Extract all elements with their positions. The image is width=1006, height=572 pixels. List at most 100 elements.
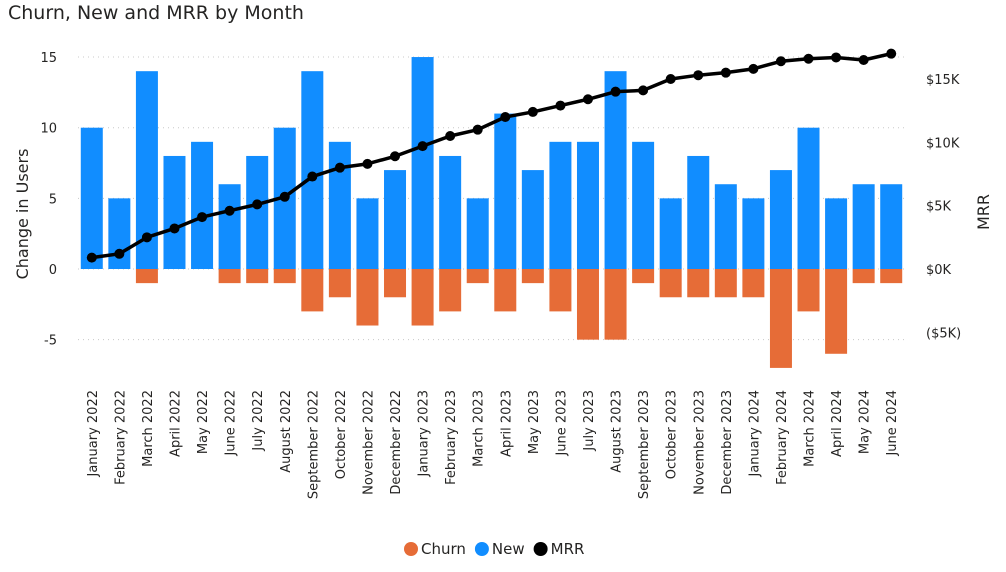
bar-new xyxy=(521,170,544,269)
bar-churn xyxy=(135,269,158,284)
bar-new xyxy=(163,155,186,269)
mrr-point xyxy=(803,53,814,64)
x-tick-label: November 2022 xyxy=(361,390,376,495)
bar-new xyxy=(80,127,103,269)
bar-new xyxy=(439,155,462,269)
bar-churn xyxy=(494,269,517,312)
bar-churn xyxy=(328,269,351,298)
mrr-point xyxy=(638,85,649,96)
bar-new xyxy=(797,127,820,269)
y-tick-label: 0 xyxy=(49,263,57,278)
mrr-point xyxy=(555,100,566,111)
y-axis-left: -5 0 5 10 15 xyxy=(40,51,57,349)
bar-new xyxy=(714,184,737,269)
y2-tick-label: $0K xyxy=(926,263,952,278)
y-tick-label: 10 xyxy=(40,122,57,137)
mrr-point xyxy=(748,63,759,74)
bar-new xyxy=(604,71,627,270)
bar-new xyxy=(384,170,407,269)
mrr-point xyxy=(775,56,786,67)
mrr-point xyxy=(334,162,345,173)
x-tick-label: July 2023 xyxy=(582,390,597,452)
mrr-point xyxy=(445,130,456,141)
bar-new xyxy=(549,141,572,269)
x-tick-label: April 2023 xyxy=(499,390,514,457)
mrr-point xyxy=(886,48,897,59)
x-tick-label: February 2023 xyxy=(444,390,459,485)
bar-new xyxy=(659,198,682,269)
bar-churn xyxy=(273,269,296,284)
x-tick-label: December 2023 xyxy=(720,390,735,495)
bar-churn xyxy=(659,269,682,298)
legend-label: MRR xyxy=(551,540,585,558)
bar-churn xyxy=(714,269,737,298)
y-axis-right: ($5K) $0K $5K $10K $15K xyxy=(926,73,961,341)
mrr-point xyxy=(582,94,593,105)
mrr-point xyxy=(527,106,538,117)
bar-new xyxy=(687,155,710,269)
bar-new xyxy=(880,184,903,269)
y2-tick-label: ($5K) xyxy=(926,326,961,341)
mrr-point xyxy=(114,248,125,259)
bar-churn xyxy=(439,269,462,312)
bar-churn xyxy=(576,269,599,340)
x-tick-label: February 2022 xyxy=(113,390,128,485)
legend-marker xyxy=(474,542,489,556)
bar-new xyxy=(825,198,848,269)
x-tick-label: June 2023 xyxy=(554,390,569,457)
mrr-point xyxy=(831,52,842,63)
x-tick-label: February 2024 xyxy=(775,390,790,485)
bar-churn xyxy=(852,269,875,284)
x-tick-label: June 2022 xyxy=(224,390,239,457)
bar-new xyxy=(852,184,875,269)
mrr-point xyxy=(86,252,97,263)
bar-new xyxy=(769,170,792,269)
mrr-point xyxy=(500,111,511,122)
bar-churn xyxy=(880,269,903,284)
bar-new xyxy=(356,198,379,269)
mrr-point xyxy=(390,151,401,162)
x-tick-label: March 2024 xyxy=(803,390,818,467)
bar-new xyxy=(246,155,269,269)
bar-churn xyxy=(742,269,765,298)
bar-new xyxy=(191,141,214,269)
x-tick-label: October 2022 xyxy=(334,390,349,479)
y-tick-label: 15 xyxy=(40,51,57,66)
bar-churn xyxy=(384,269,407,298)
legend-marker xyxy=(404,542,418,556)
x-tick-label: January 2024 xyxy=(747,390,762,478)
y-tick-label: -5 xyxy=(44,334,57,349)
x-tick-label: April 2024 xyxy=(830,390,845,457)
bar-new xyxy=(218,184,241,269)
mrr-point xyxy=(169,223,180,234)
x-tick-label: May 2024 xyxy=(858,390,873,454)
legend-label: New xyxy=(492,540,525,558)
bar-new xyxy=(301,71,324,270)
x-tick-label: April 2022 xyxy=(168,390,183,457)
x-tick-label: January 2022 xyxy=(86,390,101,478)
x-axis: January 2022 February 2022 March 2022 April… xyxy=(86,390,900,499)
bar-new xyxy=(411,57,434,269)
legend: Churn New MRR xyxy=(404,540,584,558)
x-tick-label: June 2024 xyxy=(885,390,900,457)
mrr-point xyxy=(362,158,373,169)
mrr-point xyxy=(693,70,704,81)
y2-tick-label: $10K xyxy=(926,136,960,151)
bar-churn xyxy=(687,269,710,298)
mrr-point xyxy=(307,171,318,182)
bar-new xyxy=(466,198,489,269)
legend-label: Churn xyxy=(421,540,466,558)
bar-new xyxy=(742,198,765,269)
y2-tick-label: $15K xyxy=(926,73,960,88)
mrr-point xyxy=(141,232,152,243)
bar-new xyxy=(632,141,655,269)
bar-new xyxy=(135,71,158,270)
bar-churn xyxy=(411,269,434,326)
bar-churn xyxy=(466,269,489,284)
x-tick-label: September 2023 xyxy=(637,390,652,499)
mrr-point xyxy=(720,67,731,78)
mrr-point xyxy=(224,205,235,216)
bar-new xyxy=(494,113,517,269)
mrr-point xyxy=(472,124,483,135)
x-tick-label: November 2023 xyxy=(692,390,707,495)
